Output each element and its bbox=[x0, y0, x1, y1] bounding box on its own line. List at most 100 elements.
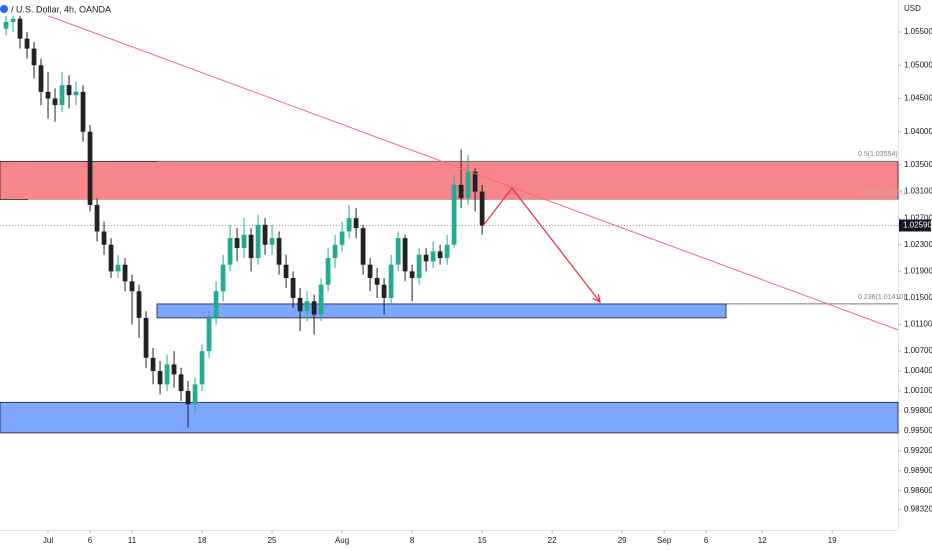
y-tick-label: 1.02300 bbox=[904, 240, 932, 249]
y-tick-label: 1.01100 bbox=[904, 320, 932, 329]
candle-body bbox=[381, 284, 387, 298]
candle-body bbox=[262, 224, 268, 245]
y-tick-label: 0.98600 bbox=[904, 486, 932, 495]
candle-body bbox=[129, 281, 135, 292]
candle-body bbox=[409, 271, 415, 278]
y-tick-label: 0.99200 bbox=[904, 446, 932, 455]
candle-body bbox=[451, 184, 457, 245]
y-tick-label: 0.99800 bbox=[904, 406, 932, 415]
candle-body bbox=[192, 384, 198, 405]
x-tick-label: 19 bbox=[828, 536, 837, 545]
candle-body bbox=[360, 228, 366, 265]
candle-body bbox=[437, 251, 443, 259]
x-tick-label: 18 bbox=[198, 536, 207, 545]
candle-body bbox=[241, 234, 247, 249]
candle-body bbox=[220, 264, 226, 292]
candle-body bbox=[115, 264, 121, 272]
y-tick-label: 1.00100 bbox=[904, 386, 932, 395]
y-axis-label: USD bbox=[904, 4, 921, 13]
candle-body bbox=[297, 297, 303, 312]
candle-body bbox=[472, 171, 478, 192]
candle-body bbox=[178, 374, 184, 392]
candle-body bbox=[66, 85, 72, 96]
x-tick-label: 11 bbox=[128, 536, 137, 545]
candle-body bbox=[87, 131, 93, 205]
y-tick-label: 0.98320 bbox=[904, 504, 932, 513]
fib-label: 0.236(1.02981) bbox=[858, 189, 905, 196]
candle-body bbox=[31, 48, 37, 66]
candle-body bbox=[10, 18, 16, 23]
candle-body bbox=[444, 244, 450, 259]
candle-body bbox=[199, 351, 205, 385]
last-price-box bbox=[899, 219, 931, 232]
x-tick-label: 25 bbox=[268, 536, 277, 545]
candle-body bbox=[108, 244, 114, 272]
candle-body bbox=[171, 364, 177, 375]
title-backdrop bbox=[0, 2, 112, 16]
candle-body bbox=[234, 238, 240, 249]
candle-body bbox=[395, 238, 401, 265]
candle-body bbox=[94, 204, 100, 232]
x-tick-label: Jul bbox=[43, 536, 53, 545]
candle-body bbox=[101, 231, 107, 245]
y-tick-label: 0.99500 bbox=[904, 426, 932, 435]
x-tick-label: Sep bbox=[657, 536, 672, 545]
candle-body bbox=[73, 91, 79, 96]
candle-body bbox=[59, 85, 65, 106]
candle-body bbox=[213, 291, 219, 318]
x-tick-label: 15 bbox=[478, 536, 487, 545]
candle-body bbox=[388, 264, 394, 298]
fib-label: 0.5(1.03554) bbox=[858, 151, 898, 158]
x-tick-label: 6 bbox=[88, 536, 93, 545]
candle-body bbox=[17, 18, 23, 39]
candle-body bbox=[255, 224, 261, 259]
zone bbox=[156, 303, 727, 319]
y-tick-label: 1.03100 bbox=[904, 187, 932, 196]
candle-body bbox=[311, 301, 317, 315]
y-tick-label: 1.02700 bbox=[904, 213, 932, 222]
fib-label: 0.236(1.01410) bbox=[858, 294, 905, 301]
y-tick-label: 1.00700 bbox=[904, 346, 932, 355]
candle-body bbox=[416, 254, 422, 278]
candle-body bbox=[269, 238, 275, 245]
candle-body bbox=[479, 191, 485, 226]
x-tick-label: 12 bbox=[758, 536, 767, 545]
candle-body bbox=[38, 65, 44, 92]
candle-body bbox=[374, 277, 380, 285]
candle-body bbox=[318, 284, 324, 315]
candle-body bbox=[465, 171, 471, 199]
y-tick-label: 1.01900 bbox=[904, 266, 932, 275]
candle-body bbox=[122, 264, 128, 282]
last-price-label: 1.02590 bbox=[903, 221, 932, 230]
candle-body bbox=[80, 91, 86, 132]
candle-body bbox=[143, 317, 149, 358]
candle-body bbox=[136, 291, 142, 318]
y-tick-label: 1.01500 bbox=[904, 293, 932, 302]
candle-body bbox=[423, 254, 429, 262]
candle-body bbox=[346, 218, 352, 232]
y-tick-label: 1.05000 bbox=[904, 60, 932, 69]
candle-body bbox=[276, 238, 282, 265]
arrow-head bbox=[592, 294, 601, 304]
candle-body bbox=[353, 218, 359, 229]
candle-body bbox=[206, 317, 212, 352]
x-tick-label: 22 bbox=[548, 536, 557, 545]
y-tick-label: 1.04500 bbox=[904, 94, 932, 103]
chart-title: / U.S. Dollar, 4h, OANDA bbox=[11, 4, 111, 14]
candle-body bbox=[3, 22, 9, 29]
y-tick-label: 1.03500 bbox=[904, 160, 932, 169]
candle-body bbox=[24, 38, 30, 49]
y-tick-label: 1.05500 bbox=[904, 27, 932, 36]
plot-area bbox=[0, 4, 899, 434]
candle-body bbox=[458, 184, 464, 199]
candle-body bbox=[52, 98, 58, 106]
candle-body bbox=[150, 357, 156, 372]
candle-body bbox=[227, 238, 233, 265]
candle-body bbox=[185, 391, 191, 405]
x-tick-label: 6 bbox=[704, 536, 709, 545]
x-tick-label: 29 bbox=[618, 536, 627, 545]
candle-body bbox=[402, 238, 408, 272]
candle-body bbox=[164, 364, 170, 385]
